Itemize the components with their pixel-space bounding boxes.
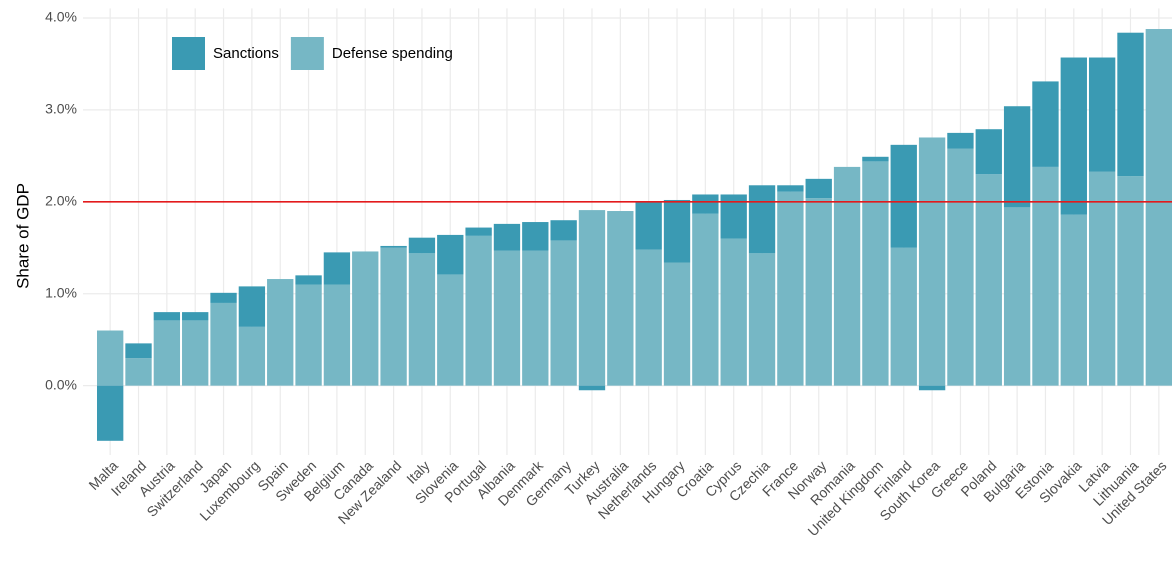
- bar: [1088, 57, 1116, 172]
- bar: [578, 385, 606, 391]
- bar: [805, 198, 832, 386]
- bar: [380, 245, 407, 248]
- bar: [522, 250, 549, 386]
- bar: [493, 223, 521, 251]
- bar: [578, 210, 606, 386]
- bar: [862, 161, 889, 386]
- bar: [663, 262, 691, 386]
- bar: [918, 137, 946, 386]
- bar: [748, 253, 776, 386]
- bar: [720, 238, 747, 386]
- bar: [1088, 171, 1116, 386]
- bar: [692, 213, 719, 386]
- bar: [182, 312, 209, 321]
- bar: [210, 292, 237, 303]
- bar: [408, 237, 436, 254]
- bar: [437, 274, 464, 386]
- bar: [663, 199, 691, 263]
- bar: [493, 250, 521, 386]
- y-tick-label: 0.0%: [45, 376, 77, 392]
- bar: [1060, 57, 1087, 215]
- bar: [777, 185, 804, 192]
- bar: [97, 385, 124, 441]
- bar: [210, 302, 237, 386]
- bar: [437, 234, 464, 275]
- bar: [323, 284, 351, 386]
- bar: [635, 201, 662, 250]
- bar: [1003, 207, 1031, 386]
- bar: [238, 286, 266, 327]
- bar: [125, 358, 152, 386]
- bar: [295, 284, 322, 386]
- bar: [748, 185, 776, 254]
- bar: [692, 194, 719, 214]
- bar: [777, 191, 804, 386]
- bar: [550, 220, 577, 241]
- bar: [408, 253, 436, 386]
- y-tick-label: 4.0%: [45, 9, 77, 25]
- bar: [267, 279, 294, 386]
- bar: [947, 132, 974, 149]
- legend-swatch: [290, 37, 324, 70]
- bar: [153, 320, 181, 386]
- bar: [465, 227, 492, 236]
- bar: [975, 174, 1002, 386]
- bar: [465, 235, 492, 386]
- bar: [1003, 106, 1031, 208]
- bar: [522, 222, 549, 251]
- bar: [153, 312, 181, 321]
- legend-label: Defense spending: [332, 45, 453, 62]
- legend-label: Sanctions: [213, 45, 279, 62]
- bar: [862, 156, 889, 162]
- bar: [918, 385, 946, 391]
- bar: [635, 249, 662, 386]
- bar: [125, 343, 152, 359]
- bar: [890, 247, 917, 386]
- bar: [1032, 81, 1059, 167]
- y-tick-label: 1.0%: [45, 284, 77, 300]
- bar: [323, 252, 351, 285]
- y-axis-label: Share of GDP: [13, 183, 32, 289]
- bar: [1117, 32, 1144, 177]
- bar: [607, 211, 634, 386]
- legend-swatch: [172, 37, 205, 70]
- bar: [97, 330, 124, 386]
- bar: [182, 320, 209, 386]
- bar: [352, 251, 379, 386]
- bar: [833, 166, 861, 386]
- bar: [295, 275, 322, 285]
- bar: [947, 148, 974, 386]
- bar: [550, 240, 577, 386]
- bar: [1117, 176, 1144, 386]
- y-tick-label: 3.0%: [45, 101, 77, 117]
- bar: [805, 178, 832, 199]
- bar: [975, 129, 1002, 175]
- bar: [380, 247, 407, 386]
- bar: [890, 144, 917, 248]
- bar: [1145, 29, 1172, 386]
- bar: [1060, 214, 1087, 386]
- bar: [1032, 166, 1059, 386]
- y-tick-label: 2.0%: [45, 193, 77, 209]
- bar: [238, 326, 266, 386]
